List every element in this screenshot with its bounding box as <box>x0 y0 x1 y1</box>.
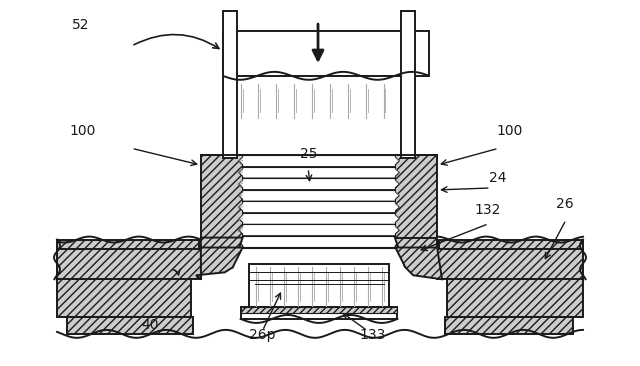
Text: 26: 26 <box>556 197 574 211</box>
Polygon shape <box>239 178 399 190</box>
Polygon shape <box>396 155 437 247</box>
Polygon shape <box>396 247 442 279</box>
Polygon shape <box>241 307 397 319</box>
Text: 133: 133 <box>360 328 386 342</box>
Polygon shape <box>57 240 199 250</box>
Polygon shape <box>401 11 415 158</box>
Polygon shape <box>239 236 399 247</box>
Text: 40: 40 <box>141 318 159 332</box>
Text: 25: 25 <box>300 147 317 161</box>
Polygon shape <box>437 247 583 279</box>
Polygon shape <box>239 155 399 167</box>
Polygon shape <box>396 238 437 267</box>
Polygon shape <box>239 201 399 213</box>
Text: 100: 100 <box>70 124 96 138</box>
Polygon shape <box>223 11 237 158</box>
Text: 100: 100 <box>497 124 523 138</box>
Polygon shape <box>201 238 243 267</box>
Polygon shape <box>196 247 243 279</box>
Polygon shape <box>241 307 397 313</box>
Text: 26p: 26p <box>248 328 275 342</box>
Polygon shape <box>201 155 243 247</box>
Polygon shape <box>239 167 399 178</box>
Polygon shape <box>239 224 399 236</box>
Polygon shape <box>57 277 191 317</box>
Polygon shape <box>445 317 573 334</box>
Polygon shape <box>248 264 390 309</box>
Polygon shape <box>447 277 583 317</box>
Text: 52: 52 <box>72 18 90 32</box>
Polygon shape <box>67 317 193 334</box>
Polygon shape <box>239 213 399 224</box>
Polygon shape <box>57 247 201 279</box>
Polygon shape <box>223 31 429 76</box>
Polygon shape <box>239 190 399 201</box>
Polygon shape <box>439 240 583 250</box>
Text: 24: 24 <box>489 171 506 185</box>
Text: 132: 132 <box>475 203 501 217</box>
